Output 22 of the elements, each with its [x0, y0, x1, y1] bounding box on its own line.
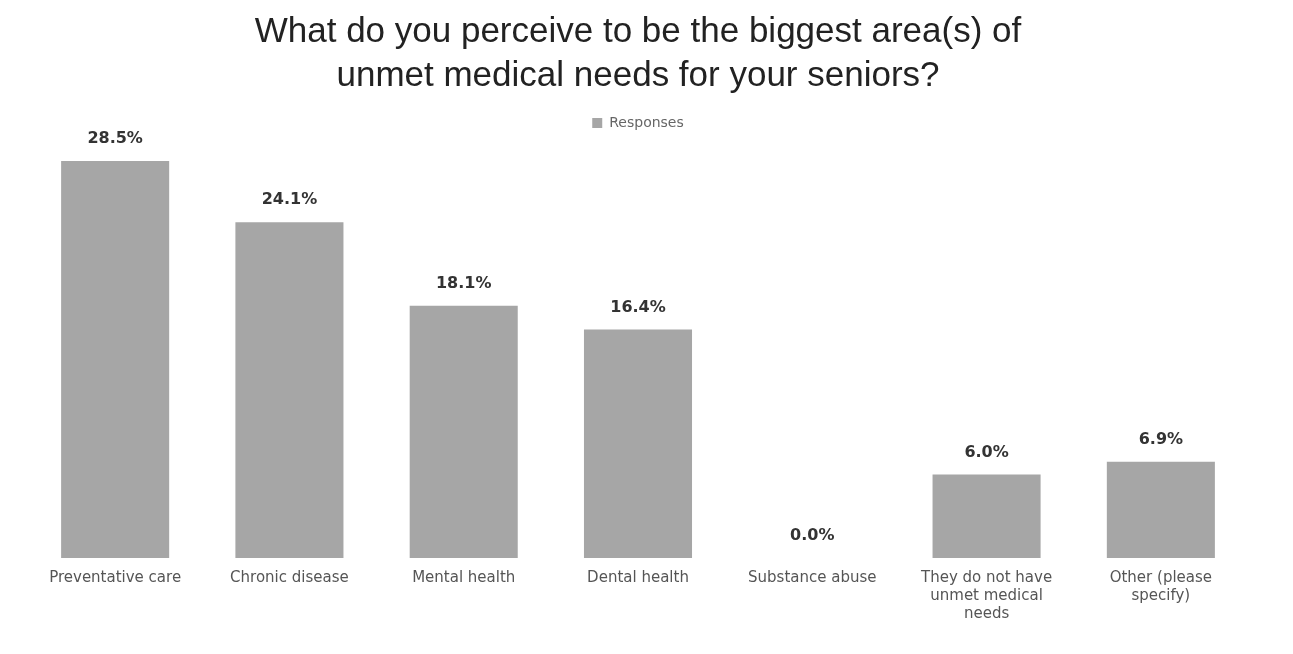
data-label: 24.1%: [261, 189, 318, 209]
bar: [61, 160, 170, 558]
data-label: 6.9%: [1138, 429, 1184, 449]
bar: [583, 329, 693, 558]
bar: [1106, 461, 1215, 558]
x-tick-label: Mental health: [412, 567, 516, 586]
data-label: 28.5%: [87, 128, 143, 148]
x-tick-label: Substance abuse: [748, 567, 877, 586]
chart-title: What do you perceive to be the biggest area(s) of unmet medical needs for your seniors?: [253, 9, 1023, 95]
legend-label: Responses: [609, 113, 684, 130]
bar: [932, 474, 1041, 558]
x-tick-label: Other (please specify): [1109, 567, 1213, 604]
x-tick-label: They do not have unmet medical needs: [919, 567, 1053, 622]
data-label: 6.0%: [964, 441, 1009, 461]
data-label: 18.1%: [435, 272, 492, 292]
x-tick-label: Dental health: [587, 567, 689, 586]
data-label: 0.0%: [790, 525, 835, 545]
bar: [235, 222, 344, 558]
data-label: 16.4%: [610, 296, 666, 316]
x-tick-label: Chronic disease: [230, 567, 349, 586]
x-tick-label: Preventative care: [49, 567, 182, 586]
bar: [409, 305, 518, 558]
